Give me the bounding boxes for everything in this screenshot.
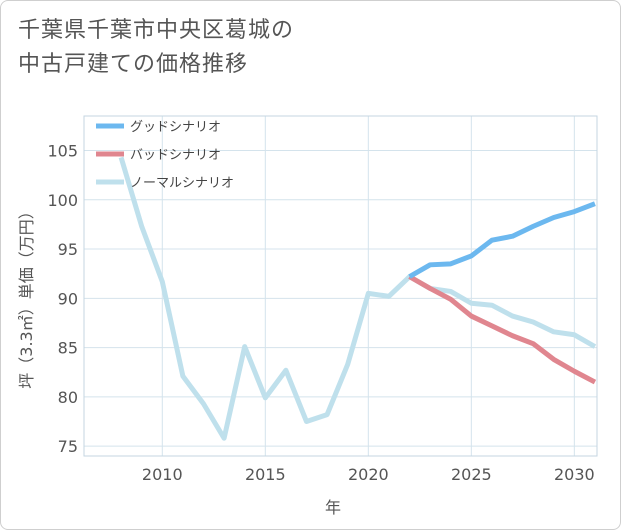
y-tick-label-85: 85 <box>58 339 78 358</box>
plot-border <box>83 115 598 457</box>
legend-label-0: グッドシナリオ <box>130 120 221 135</box>
y-tick-label-95: 95 <box>58 240 78 259</box>
grid <box>84 116 597 456</box>
series-line-2 <box>118 156 597 441</box>
x-tick-label-2015: 2015 <box>245 465 286 484</box>
y-tick-label-105: 105 <box>47 141 78 160</box>
y-tick-label-75: 75 <box>58 437 78 456</box>
legend-label-2: ノーマルシナリオ <box>130 176 234 191</box>
y-tick-label-90: 90 <box>58 289 78 308</box>
x-tick-label-2025: 2025 <box>451 465 492 484</box>
chart-title-line2: 中古戸建ての価格推移 <box>18 52 249 77</box>
chart-title-line1: 千葉県千葉市中央区葛城の <box>18 18 295 43</box>
series-lines <box>118 156 597 441</box>
y-axis-ticks: 75 80 85 90 95 100 105 <box>47 141 78 456</box>
plot-frame <box>83 115 598 457</box>
x-tick-label-2030: 2030 <box>554 465 595 484</box>
x-tick-label-2020: 2020 <box>348 465 389 484</box>
legend-label-1: バッドシナリオ <box>130 148 221 163</box>
x-tick-label-2010: 2010 <box>142 465 183 484</box>
series-line-1 <box>408 274 597 385</box>
x-axis-ticks: 2010 2015 2020 2025 2030 <box>142 465 595 484</box>
y-tick-label-80: 80 <box>58 388 78 407</box>
y-tick-label-100: 100 <box>47 191 78 210</box>
chart-title: 千葉県千葉市中央区葛城の 中古戸建ての価格推移 <box>18 14 294 82</box>
series-line-0 <box>408 201 596 279</box>
y-axis-label: 坪（3.3㎡）単価（万円） <box>17 203 36 388</box>
x-axis-label: 年 <box>325 498 341 517</box>
